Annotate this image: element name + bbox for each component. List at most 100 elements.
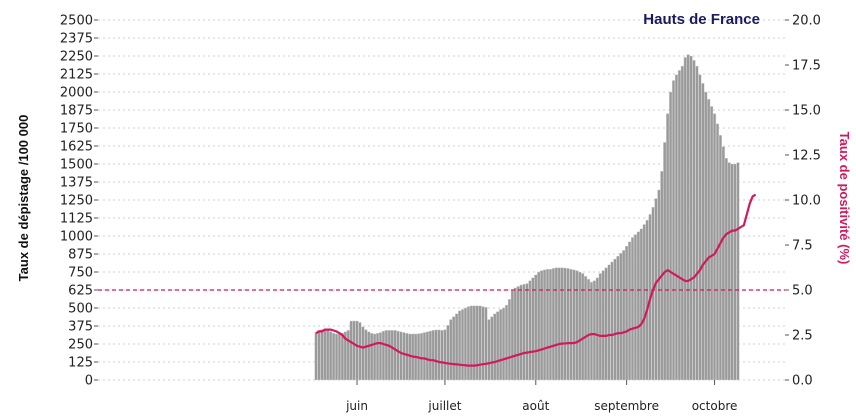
bar [604,267,608,381]
bar [390,330,394,381]
left-tick-label: 625 [68,284,93,299]
bar [686,54,690,381]
bar [525,283,529,381]
line-layer [315,193,757,367]
bar [375,333,380,381]
bar [598,273,602,381]
bar [531,277,535,381]
bar [730,163,734,381]
bar [689,55,693,381]
bar [399,331,403,381]
bar [707,98,711,381]
right-tick-label: 15.0 [792,104,821,119]
bar [402,332,406,381]
bar [496,311,500,381]
bar [669,91,673,381]
bar [326,330,330,381]
bar [355,320,359,381]
bar [349,320,353,381]
bar [516,286,520,381]
bar [466,306,470,381]
x-tick-label: octobre [692,399,738,413]
left-tick-label: 1875 [60,104,93,119]
bar [499,309,503,381]
bar [622,250,626,381]
left-tick-label: 1750 [60,122,93,137]
left-tick-label: 2000 [60,86,93,101]
bar [422,332,426,381]
bar [364,329,368,381]
bar [460,309,465,381]
bar [337,333,342,381]
bar [513,287,517,381]
bar [381,330,385,381]
bar [575,270,579,381]
bar [581,273,585,381]
left-tick-label: 1250 [60,194,93,209]
bar [701,83,705,381]
bar [560,267,564,381]
bar [736,162,740,381]
x-tick-label: juin [345,399,368,413]
bar [595,277,599,381]
right-tick-label: 12.5 [792,149,821,164]
bar [340,333,344,381]
bar [628,241,632,381]
bar [320,329,324,381]
bar [695,65,699,381]
left-tick-label: 2125 [60,68,93,83]
left-tick-label: 125 [68,356,93,371]
left-tick-label: 2375 [60,32,93,47]
bar [645,219,649,381]
bar [443,329,447,381]
bar [680,65,684,381]
left-tick-label: 2250 [60,50,93,65]
bar [387,330,391,381]
bar [484,307,488,381]
bar [528,280,532,381]
left-tick-labels: 0 125 250 375 500 625 750 875 1000 1125 1250 1375 15… [60,14,98,389]
bar [607,264,611,381]
bar [674,74,679,381]
bar [502,307,506,381]
bar [478,305,482,381]
right-tick-label: 2.5 [792,329,813,344]
bar [586,279,591,381]
bar [481,306,485,381]
right-tick-label: 5.0 [792,284,813,299]
bar [332,333,336,381]
bar [469,305,473,381]
bar [692,60,696,381]
bar [393,330,397,381]
left-tick-label: 0 [85,374,93,389]
bar [578,271,582,381]
bar [677,70,681,381]
bar [721,146,725,381]
bar [522,284,526,381]
bar [710,106,714,381]
bar [428,330,432,381]
left-tick-label: 1375 [60,176,93,191]
bar [642,224,646,381]
left-tick-label: 1000 [60,230,93,245]
bar [507,299,511,381]
bar [589,281,594,381]
bar [490,316,494,381]
bar [569,268,573,381]
left-tick-label: 2500 [60,14,93,29]
left-tick-label: 875 [68,248,93,263]
bar [616,255,620,381]
bar [666,113,670,381]
bar [639,228,643,381]
bar [519,284,523,381]
bar [367,331,371,381]
left-tick-label: 500 [68,302,93,317]
bar [543,269,547,381]
bar [630,237,635,381]
bar [458,310,462,381]
bar [610,261,614,381]
y-axis-label-right: Taux de positivité (%) [837,132,852,265]
bar [636,231,640,381]
bar [657,189,661,381]
